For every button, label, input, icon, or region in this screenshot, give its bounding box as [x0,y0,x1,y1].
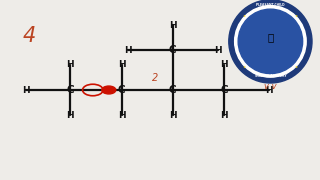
Text: C: C [169,45,177,55]
Text: H: H [67,60,74,69]
Text: C: C [220,85,228,95]
Ellipse shape [238,9,303,74]
Circle shape [102,86,116,94]
Text: H: H [169,21,177,30]
Text: C: C [67,85,74,95]
Text: C: C [118,85,125,95]
Text: H: H [67,111,74,120]
Text: ★: ★ [243,14,246,17]
Text: PLEASANT CHILD: PLEASANT CHILD [256,3,285,7]
Text: H: H [265,86,273,94]
Text: ★: ★ [295,65,298,69]
Text: H: H [214,46,221,55]
Text: v v: v v [264,82,277,91]
Text: H: H [220,60,228,69]
Ellipse shape [229,0,312,83]
Text: H: H [124,46,132,55]
Text: 🎓: 🎓 [267,32,274,42]
Text: 2: 2 [152,73,158,83]
Text: 4: 4 [22,26,36,46]
Text: H: H [118,60,125,69]
Text: C: C [169,85,177,95]
Text: ★: ★ [243,65,246,69]
Text: H: H [169,111,177,120]
Text: SCIENCE ACADEMY: SCIENCE ACADEMY [255,73,286,78]
Text: ★: ★ [295,14,298,17]
Ellipse shape [235,6,306,77]
Text: H: H [220,111,228,120]
Text: H: H [118,111,125,120]
Text: H: H [22,86,29,94]
